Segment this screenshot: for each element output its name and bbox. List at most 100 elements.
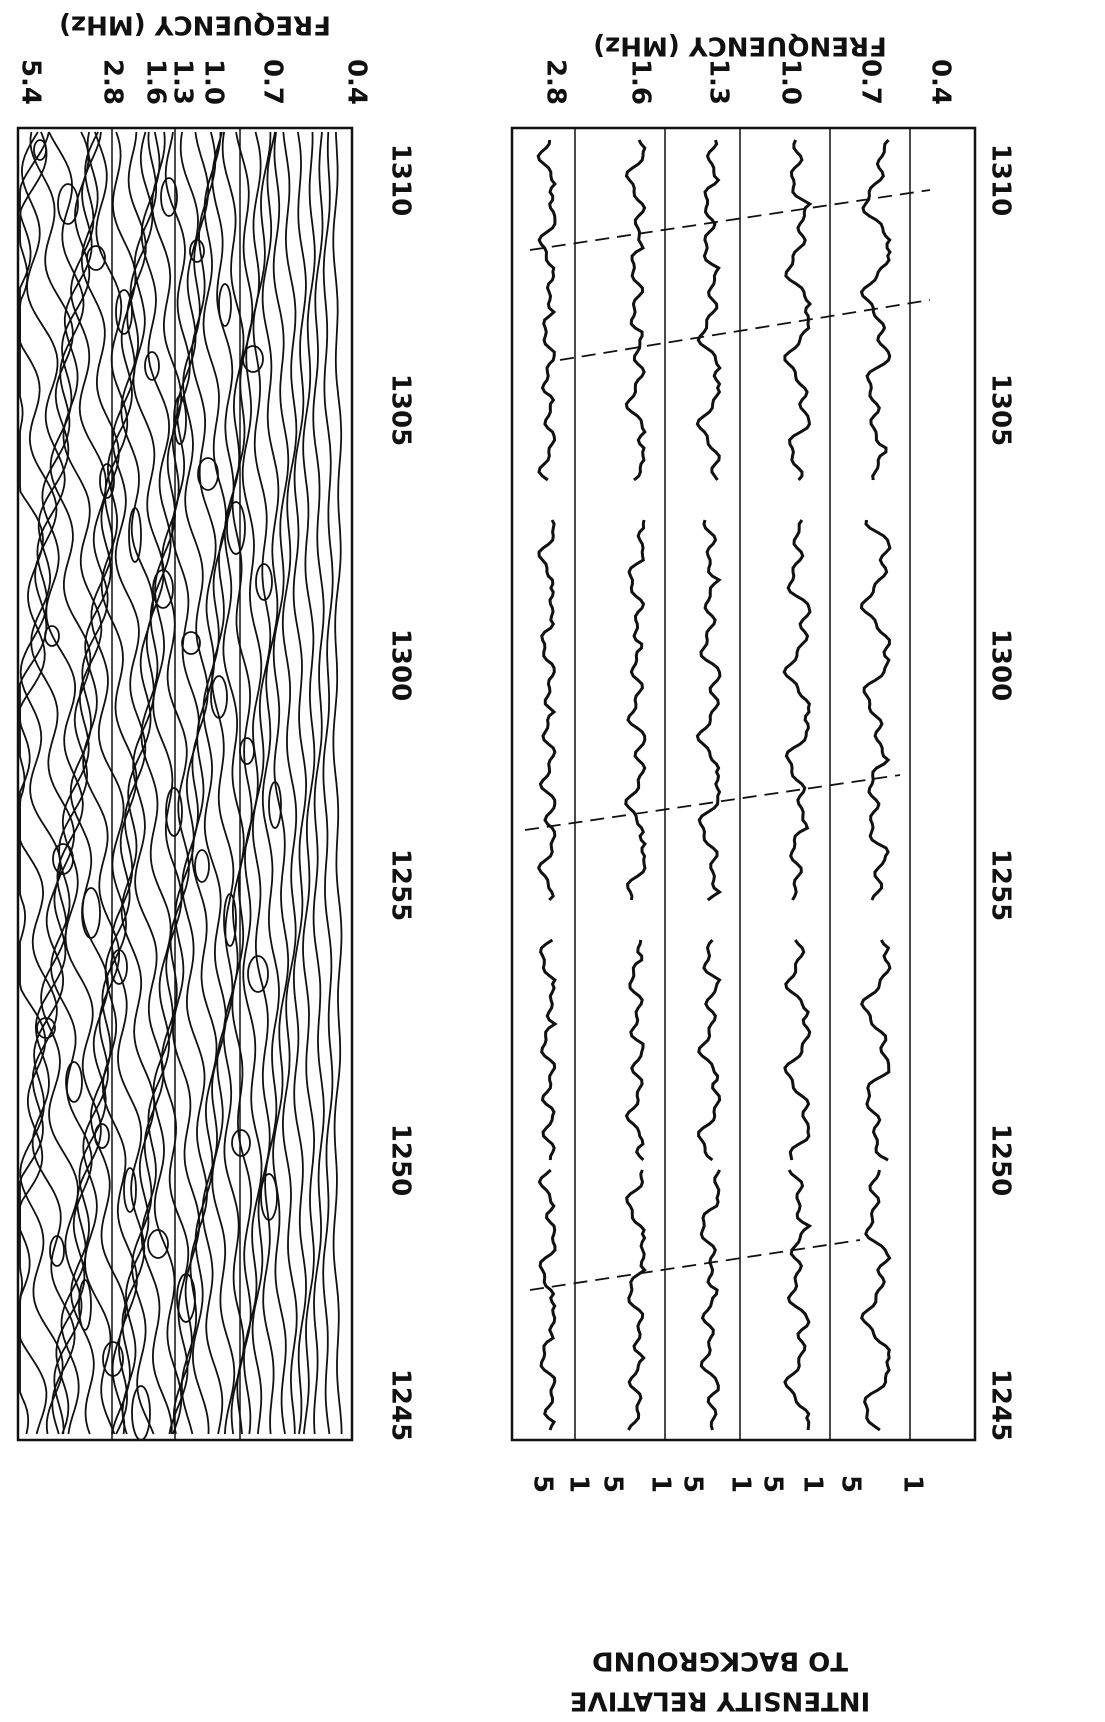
contour	[332, 131, 343, 1435]
trace	[860, 1169, 892, 1432]
contour	[281, 131, 298, 1435]
time-label: 1250	[386, 1124, 416, 1196]
time-label: 1245	[386, 1369, 416, 1441]
contour-island	[123, 1167, 137, 1213]
trace	[782, 519, 812, 901]
frequency-label: 0.4	[926, 59, 956, 105]
contour-island	[86, 245, 106, 271]
dashed-drift	[529, 189, 931, 251]
trace	[537, 1168, 557, 1431]
trace	[695, 519, 723, 902]
contour	[312, 131, 325, 1435]
frequency-label: 1.6	[626, 59, 656, 105]
contour-island	[57, 183, 79, 225]
time-label: 1250	[986, 1124, 1016, 1196]
dashed-drift	[524, 774, 901, 831]
contour-island	[94, 1123, 110, 1149]
intensity-label: 5	[836, 1475, 866, 1493]
trace	[699, 1169, 722, 1431]
top-axis-title: FREQUENCY (MHz)	[59, 10, 331, 40]
intensity-label: 1	[726, 1475, 756, 1493]
time-label: 1255	[986, 849, 1016, 921]
intensity-title: INTENSITY RELATIVE	[570, 1686, 870, 1716]
contour	[272, 131, 290, 1435]
contour	[100, 131, 138, 1435]
dashed-drift	[559, 299, 931, 361]
contour-island	[231, 1129, 251, 1157]
contour-island	[115, 289, 133, 335]
contour	[261, 131, 280, 1435]
intensity-label: 5	[598, 1475, 628, 1493]
intensity-title: TO BACKGROUND	[592, 1646, 848, 1676]
contour-island	[268, 781, 282, 829]
contour-island	[152, 569, 174, 609]
frequency-label: 1.6	[141, 59, 171, 105]
time-label: 1310	[986, 144, 1016, 216]
trace	[624, 139, 647, 482]
frequency-label: 2.8	[98, 59, 128, 105]
bottom-axis-title: FRENQUENCY (MHz)	[593, 31, 887, 61]
contour	[322, 131, 334, 1435]
contour-island	[52, 843, 74, 875]
contour	[120, 131, 156, 1435]
contour	[131, 131, 165, 1435]
contour	[80, 131, 121, 1435]
contour-island	[176, 1273, 196, 1323]
contour	[19, 131, 58, 1435]
contour-island	[81, 887, 101, 939]
intensity-label: 1	[798, 1475, 828, 1493]
dashed-drift	[529, 1239, 861, 1291]
trace	[624, 519, 647, 901]
contour	[89, 131, 129, 1435]
contour	[221, 131, 245, 1435]
contour-island	[65, 1061, 83, 1103]
frequency-label: 1.0	[776, 59, 806, 105]
contour-island	[128, 507, 142, 563]
frequency-label: 0.4	[342, 59, 372, 105]
intensity-label: 5	[678, 1475, 708, 1493]
time-label: 1305	[386, 374, 416, 446]
frequency-label: 0.7	[856, 59, 886, 105]
time-label: 1300	[986, 629, 1016, 701]
frequency-label: 1.3	[704, 59, 734, 105]
contour-island	[165, 787, 183, 837]
trace	[625, 1169, 647, 1431]
trace	[697, 939, 722, 1162]
time-label: 1300	[386, 629, 416, 701]
frequency-label: 2.8	[541, 59, 571, 105]
contour-island	[147, 1229, 169, 1259]
contour-island	[102, 1341, 124, 1377]
contour-island	[239, 737, 255, 765]
contour-island	[242, 345, 264, 373]
contour-island	[247, 955, 269, 993]
contour-island	[144, 351, 160, 381]
trace	[537, 519, 557, 902]
contour-island	[194, 849, 210, 883]
contour-island	[44, 625, 60, 647]
frequency-label: 0.7	[258, 59, 288, 105]
contour-island	[226, 501, 246, 555]
trace	[783, 939, 812, 1161]
contour	[302, 131, 316, 1435]
contour	[29, 131, 76, 1435]
time-label: 1310	[386, 144, 416, 216]
trace	[860, 939, 892, 1162]
contour-island	[33, 139, 47, 161]
contour-island	[78, 1279, 92, 1331]
intensity-label: 1	[564, 1475, 594, 1493]
decoration	[19, 128, 931, 1441]
contour	[292, 131, 308, 1435]
bottom-panel-frame	[510, 126, 977, 1442]
trace	[624, 939, 645, 1162]
contour	[251, 132, 272, 1435]
contour	[151, 131, 183, 1435]
contour-island	[223, 893, 237, 947]
contour-island	[110, 949, 128, 985]
time-label: 1245	[986, 1369, 1016, 1441]
frequency-label: 1.0	[199, 59, 229, 105]
contour-island	[218, 283, 232, 327]
contour	[190, 131, 218, 1435]
contour	[49, 131, 93, 1435]
trace	[859, 519, 892, 901]
time-label: 1255	[386, 849, 416, 921]
